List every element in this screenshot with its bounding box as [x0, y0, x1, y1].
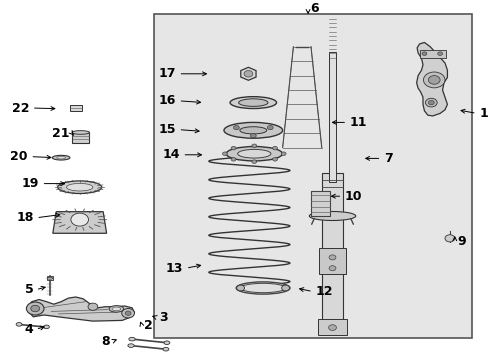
Circle shape	[244, 71, 252, 77]
Circle shape	[251, 160, 256, 163]
Circle shape	[423, 72, 444, 88]
Circle shape	[437, 52, 442, 55]
Circle shape	[444, 235, 454, 242]
Text: 4: 4	[24, 323, 33, 336]
Ellipse shape	[129, 337, 135, 341]
Text: 16: 16	[158, 94, 176, 107]
FancyArrowPatch shape	[311, 219, 314, 224]
Text: 15: 15	[158, 123, 176, 136]
Circle shape	[328, 266, 335, 271]
Bar	[70, 105, 81, 111]
Text: 2: 2	[144, 319, 153, 332]
Polygon shape	[416, 42, 447, 116]
Text: 18: 18	[16, 211, 34, 224]
FancyArrowPatch shape	[350, 219, 353, 224]
Ellipse shape	[72, 131, 89, 134]
Circle shape	[272, 146, 277, 150]
Bar	[317, 319, 346, 335]
Ellipse shape	[52, 155, 70, 160]
Ellipse shape	[236, 282, 289, 294]
Ellipse shape	[16, 323, 22, 326]
Text: 1: 1	[478, 107, 487, 120]
Circle shape	[31, 305, 40, 312]
Ellipse shape	[237, 149, 270, 158]
Circle shape	[233, 126, 239, 130]
Ellipse shape	[109, 306, 123, 312]
Text: 10: 10	[344, 190, 362, 203]
Bar	[419, 50, 446, 58]
Circle shape	[222, 152, 227, 156]
Bar	[72, 132, 89, 143]
Ellipse shape	[238, 99, 267, 107]
Circle shape	[231, 158, 236, 161]
Circle shape	[421, 52, 426, 55]
Circle shape	[425, 98, 436, 107]
Circle shape	[236, 285, 244, 291]
Text: 3: 3	[159, 311, 167, 324]
Text: 13: 13	[165, 262, 183, 275]
Circle shape	[267, 126, 273, 130]
Circle shape	[88, 303, 98, 310]
Ellipse shape	[308, 211, 355, 220]
Text: 22: 22	[12, 102, 29, 114]
Bar	[319, 248, 345, 274]
Circle shape	[26, 302, 44, 315]
Circle shape	[122, 309, 134, 318]
Text: 20: 20	[10, 150, 28, 163]
Circle shape	[272, 158, 277, 161]
Circle shape	[328, 255, 335, 260]
Circle shape	[281, 152, 285, 156]
Text: 7: 7	[383, 152, 392, 165]
Bar	[310, 191, 329, 216]
Ellipse shape	[163, 347, 168, 351]
FancyBboxPatch shape	[154, 14, 471, 338]
Circle shape	[71, 213, 88, 226]
Text: 6: 6	[310, 3, 319, 15]
Bar	[321, 173, 343, 324]
Ellipse shape	[224, 122, 282, 138]
Polygon shape	[53, 212, 106, 233]
Text: 5: 5	[24, 283, 33, 296]
Ellipse shape	[230, 97, 276, 109]
Ellipse shape	[225, 147, 282, 161]
Ellipse shape	[112, 307, 121, 311]
Ellipse shape	[240, 127, 266, 134]
Ellipse shape	[58, 181, 102, 194]
Text: 19: 19	[21, 177, 39, 190]
Polygon shape	[240, 67, 256, 80]
Ellipse shape	[163, 341, 169, 345]
Ellipse shape	[127, 344, 134, 347]
Ellipse shape	[57, 156, 65, 159]
Circle shape	[251, 144, 256, 148]
Circle shape	[427, 100, 433, 105]
Text: 8: 8	[101, 335, 110, 348]
Circle shape	[231, 146, 236, 150]
Text: 9: 9	[456, 235, 465, 248]
Text: 17: 17	[158, 67, 176, 80]
Ellipse shape	[66, 184, 93, 191]
Bar	[328, 52, 335, 182]
Circle shape	[281, 285, 289, 291]
Text: 11: 11	[349, 116, 366, 129]
Circle shape	[328, 325, 336, 330]
Bar	[47, 276, 53, 280]
Text: 14: 14	[162, 148, 180, 161]
Polygon shape	[28, 297, 134, 321]
Text: 21: 21	[52, 127, 69, 140]
Circle shape	[125, 311, 131, 315]
Circle shape	[250, 134, 256, 138]
Ellipse shape	[43, 325, 49, 329]
Circle shape	[427, 76, 439, 84]
Ellipse shape	[240, 283, 285, 293]
Text: 12: 12	[315, 285, 332, 298]
Ellipse shape	[47, 277, 53, 279]
